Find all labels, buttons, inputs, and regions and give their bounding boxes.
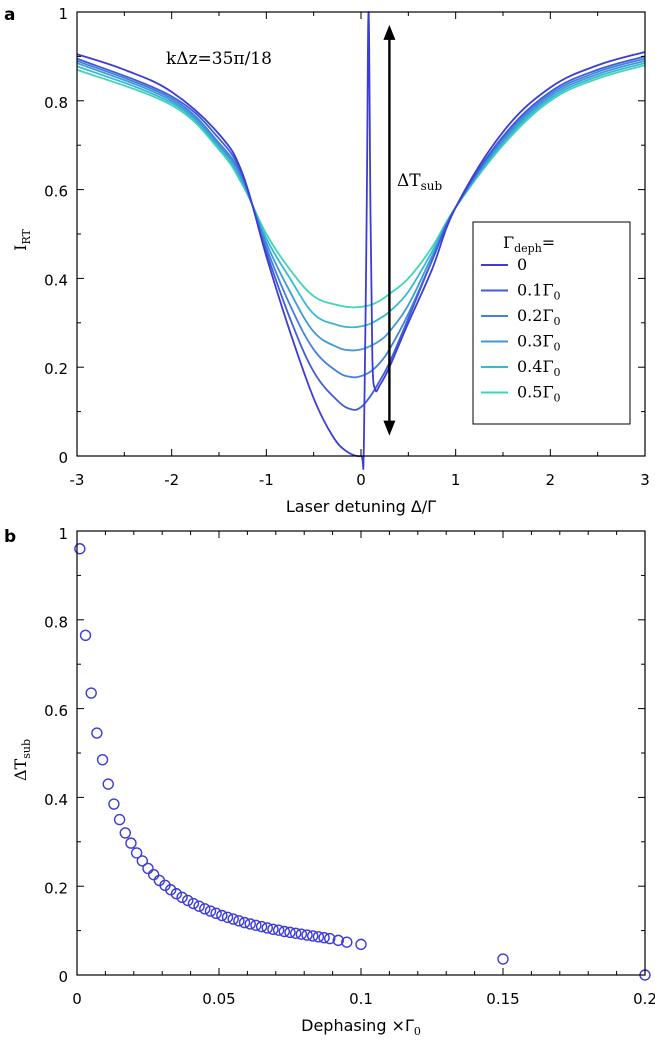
data-point <box>75 544 85 554</box>
x-tick-label: 0 <box>72 990 82 1008</box>
data-point <box>200 904 210 914</box>
panel-b-axes-frame <box>77 531 645 975</box>
y-tick-label: 0.6 <box>44 183 68 201</box>
y-tick-label: 0.6 <box>44 702 68 720</box>
x-tick-label: 0.2 <box>633 990 655 1008</box>
data-point <box>356 939 366 949</box>
panel-b: b 0 0.05 0.1 0.15 0.2 0 0.2 0.4 0.6 0.8 … <box>4 525 655 1038</box>
x-tick-label: 0.05 <box>202 990 235 1008</box>
data-point <box>234 916 244 926</box>
legend: Γdeph= 0 0.1Γ0 0.2Γ0 0.3Γ0 0.4Γ0 0.5Γ0 <box>473 222 630 424</box>
x-tick-label: -1 <box>259 471 274 489</box>
x-tick-label: -3 <box>70 471 85 489</box>
panel-a-label: a <box>4 5 15 25</box>
panel-b-ticks <box>77 531 645 975</box>
data-point <box>126 838 136 848</box>
panel-b-points <box>75 544 650 980</box>
y-tick-label: 0 <box>58 968 68 986</box>
data-point <box>103 779 113 789</box>
y-tick-label: 0.2 <box>44 879 68 897</box>
data-point <box>223 912 233 922</box>
data-point <box>115 815 125 825</box>
x-tick-label: 3 <box>640 471 650 489</box>
data-point <box>143 863 153 873</box>
x-tick-label: -2 <box>164 471 179 489</box>
y-tick-label: 0.4 <box>44 271 68 289</box>
data-point <box>92 728 102 738</box>
data-point <box>98 755 108 765</box>
y-tick-label: 0.8 <box>44 614 68 632</box>
data-point <box>217 911 227 921</box>
panel-a: a -3 -2 -1 0 1 2 3 0 0.2 0.4 0.6 0.8 1 L… <box>4 5 650 516</box>
data-point <box>86 688 96 698</box>
x-tick-label: 0.15 <box>486 990 519 1008</box>
y-tick-label: 0.4 <box>44 791 68 809</box>
panel-b-label: b <box>4 527 16 547</box>
data-point <box>81 630 91 640</box>
y-tick-label: 0.2 <box>44 360 68 378</box>
data-point <box>120 828 130 838</box>
data-point <box>228 914 238 924</box>
data-point <box>109 799 119 809</box>
k-dz-annotation: kΔz=35π/18 <box>166 49 272 69</box>
data-point <box>211 908 221 918</box>
x-tick-label: 0 <box>356 471 366 489</box>
x-tick-label: 0.1 <box>349 990 373 1008</box>
y-tick-label: 0 <box>58 449 68 467</box>
arrow-head-down <box>383 421 395 436</box>
x-axis-label: Laser detuning Δ/Γ <box>286 497 436 516</box>
y-tick-label: 1 <box>58 525 68 543</box>
x-tick-label: 2 <box>546 471 556 489</box>
data-point <box>205 906 215 916</box>
y-axis-label: IRT <box>11 228 33 250</box>
legend-entry-label: 0 <box>517 255 527 274</box>
data-point <box>149 870 159 880</box>
x-axis-label: Dephasing ×Γ0 <box>301 1016 421 1038</box>
y-tick-label: 1 <box>58 5 68 23</box>
delta-t-sub-arrow-label: ΔTsub <box>397 171 443 193</box>
arrow-head-up <box>383 25 395 40</box>
y-tick-label: 0.8 <box>44 94 68 112</box>
data-point <box>498 954 508 964</box>
x-tick-label: 1 <box>451 471 461 489</box>
data-point <box>194 901 204 911</box>
y-axis-label: ΔTsub <box>11 739 33 781</box>
